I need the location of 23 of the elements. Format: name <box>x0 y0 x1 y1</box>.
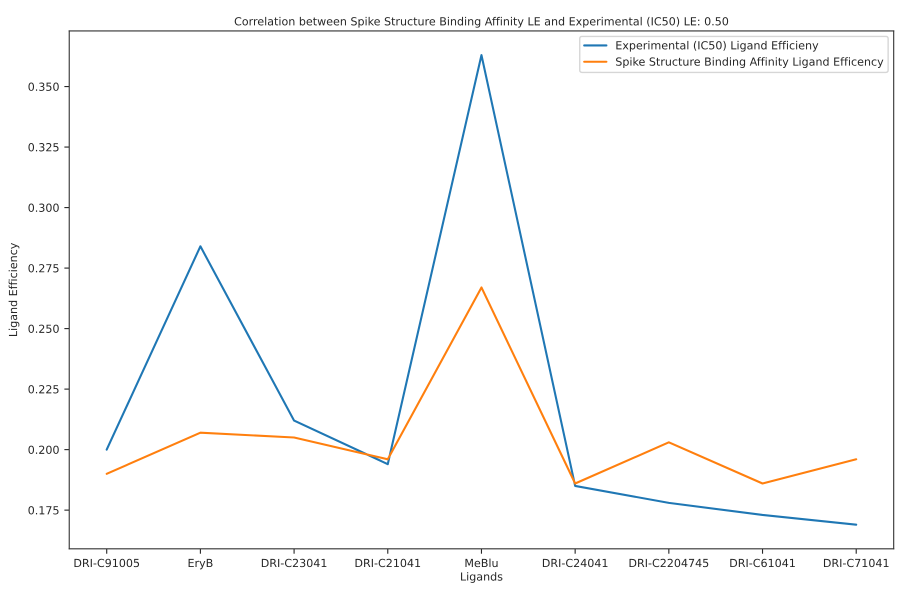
x-tick-label: EryB <box>188 558 213 570</box>
y-tick-label: 0.350 <box>28 82 59 91</box>
x-tick-label: DRI-C61041 <box>730 558 795 568</box>
chart-title: Correlation between Spike Structure Binding Affinity LE and Experimental (IC50) LE: 0.50 <box>234 16 728 28</box>
x-tick-label: DRI-C2204745 <box>630 558 708 568</box>
x-tick-label: DRI-C21041 <box>356 558 420 568</box>
x-tick-label: MeBlu <box>465 558 498 568</box>
line-series <box>106 286 858 485</box>
y-tick-label: 0.275 <box>28 264 59 272</box>
y-tick-label: 0.225 <box>28 385 59 394</box>
legend-label: Spike Structure Binding Affinity Ligand Efficency <box>616 57 884 68</box>
y-tick-label: 0.300 <box>28 204 59 212</box>
x-tick-label: DRI-C23041 <box>262 558 326 568</box>
y-tick-label: 0.250 <box>28 324 59 333</box>
y-tick-label: 0.175 <box>28 506 59 515</box>
x-axis-title: Ligands <box>461 572 502 583</box>
y-tick-label: 0.325 <box>28 143 59 152</box>
y-tick-label: 0.200 <box>28 446 59 454</box>
x-tick-label: DRI-C91005 <box>74 558 140 568</box>
x-tick-label: DRI-C71041 <box>824 558 889 568</box>
legend-label: Experimental (IC50) Ligand Efficieny <box>616 40 818 52</box>
x-tick-label: DRI-C24041 <box>542 558 608 568</box>
y-axis-title: Ligand Efficiency <box>8 242 20 336</box>
